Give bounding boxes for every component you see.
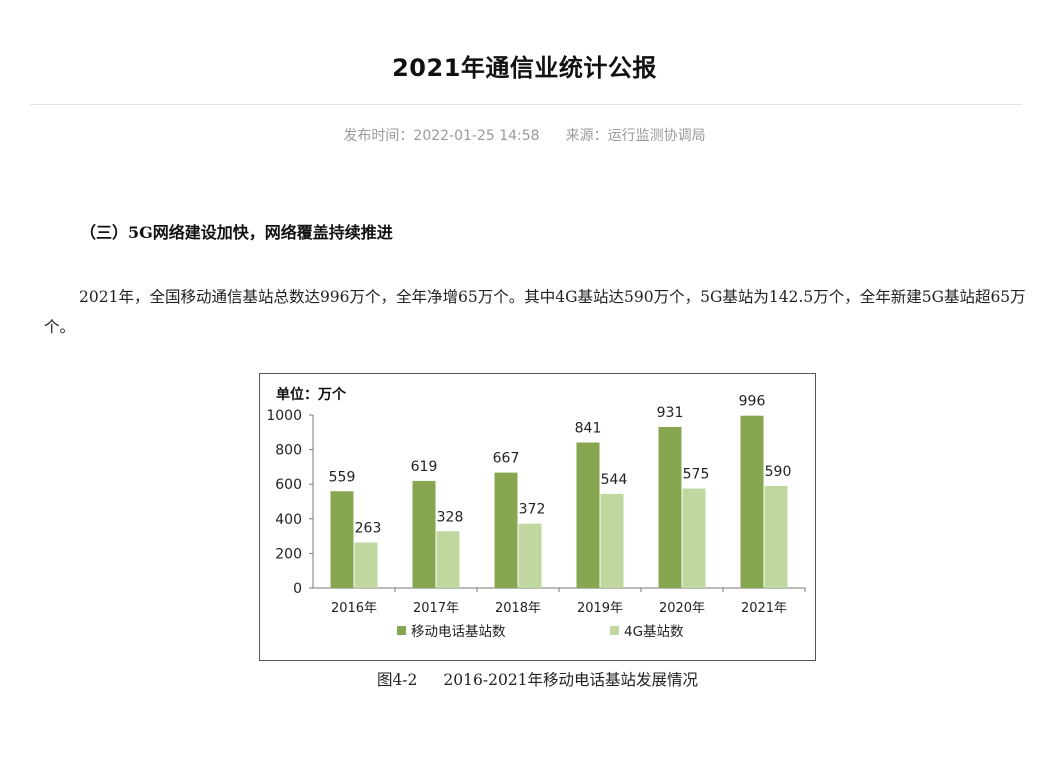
- legend-label: 移动电话基站数: [411, 623, 506, 640]
- data-label-4g: 372: [519, 502, 546, 518]
- y-tick-label: 600: [275, 477, 302, 493]
- bar-total-stations: [412, 480, 436, 588]
- x-tick-label: 2018年: [495, 601, 541, 616]
- source-value: 运行监测协调局: [607, 128, 706, 144]
- legend-swatch: [610, 626, 619, 635]
- publish-time: 2022-01-25 14:58: [413, 128, 540, 144]
- data-label-4g: 590: [765, 464, 792, 480]
- figure-number: 图4-2: [376, 671, 418, 689]
- y-tick-label: 400: [275, 512, 302, 528]
- bar-total-stations: [740, 415, 764, 588]
- legend-label: 4G基站数: [624, 623, 684, 640]
- bar-chart-svg: 单位：万个 0 200 400 600 800 1000 559 263 2016年 619 328 2…: [266, 386, 806, 640]
- y-tick-label: 0: [293, 581, 302, 597]
- bar-total-stations: [330, 491, 354, 588]
- x-tick-label: 2016年: [331, 601, 377, 616]
- bar-4g-stations: [436, 531, 460, 588]
- data-label-4g: 328: [437, 509, 464, 525]
- bar-4g-stations: [518, 523, 542, 588]
- publish-label: 发布时间：: [343, 128, 414, 144]
- x-tick-label: 2020年: [659, 601, 705, 616]
- bar-total-stations: [576, 442, 600, 588]
- title-divider: [30, 104, 1022, 105]
- figure-caption-text: 2016-2021年移动电话基站发展情况: [443, 671, 699, 689]
- y-tick-label: 1000: [266, 408, 302, 424]
- source-label: 来源：: [565, 128, 608, 144]
- data-label-total: 559: [329, 469, 356, 485]
- data-label-total: 619: [411, 459, 438, 475]
- data-label-4g: 575: [683, 467, 710, 483]
- x-tick-label: 2017年: [413, 601, 459, 616]
- bar-4g-stations: [682, 488, 706, 588]
- y-tick-label: 800: [275, 443, 302, 459]
- x-tick-label: 2019年: [577, 601, 623, 616]
- legend-swatch: [397, 626, 406, 635]
- bar-4g-stations: [600, 493, 624, 588]
- unit-label: 单位：万个: [276, 386, 347, 403]
- data-label-total: 667: [493, 451, 520, 467]
- bar-total-stations: [494, 472, 518, 588]
- data-label-4g: 544: [601, 472, 628, 488]
- y-tick-label: 200: [275, 546, 302, 562]
- page-title: 2021年通信业统计公报: [392, 54, 657, 82]
- base-station-chart: 单位：万个 0 200 400 600 800 1000 559 263 2016年 619 328 2…: [259, 373, 816, 661]
- bar-4g-stations: [354, 542, 378, 588]
- bar-4g-stations: [764, 485, 788, 588]
- x-tick-label: 2021年: [741, 601, 787, 616]
- bar-total-stations: [658, 426, 682, 588]
- data-label-total: 931: [657, 405, 684, 421]
- body-paragraph: 2021年，全国移动通信基站总数达996万个，全年净增65万个。其中4G基站达5…: [44, 288, 1026, 336]
- data-label-4g: 263: [355, 521, 382, 537]
- figure-caption: 图4-2 2016-2021年移动电话基站发展情况: [0, 668, 1049, 690]
- data-label-total: 841: [575, 421, 602, 437]
- data-label-total: 996: [739, 394, 766, 410]
- section-heading: （三）5G网络建设加快，网络覆盖持续推进: [80, 223, 393, 242]
- article-meta: 发布时间：2022-01-25 14:58 来源：运行监测协调局: [0, 125, 1049, 145]
